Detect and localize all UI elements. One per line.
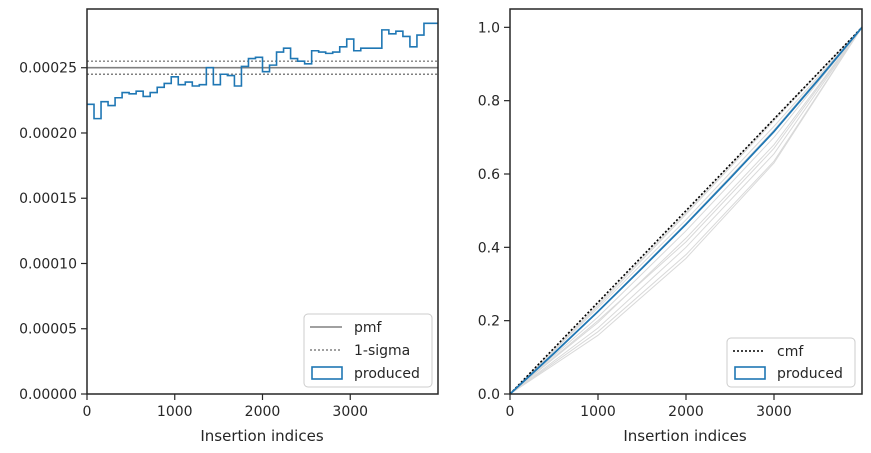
- legend-cmf-label: cmf: [777, 344, 804, 360]
- right-x-tick-label: 2000: [668, 404, 704, 420]
- left-y-tick-label: 0.00010: [19, 256, 77, 272]
- background-curve: [509, 27, 863, 395]
- background-curve: [509, 26, 863, 395]
- left-x-axis-label: Insertion indices: [200, 427, 323, 445]
- left-x-tick-label: 1000: [157, 404, 193, 420]
- right-y-tick-label: 0.4: [478, 240, 500, 256]
- left-y-tick-label: 0.00025: [19, 61, 77, 77]
- left-x-tick-label: 0: [83, 404, 92, 420]
- left-legend: pmf 1-sigma produced: [303, 313, 433, 388]
- background-curve: [509, 26, 863, 395]
- right-y-tick-label: 0.8: [478, 94, 500, 110]
- right-x-axis-label: Insertion indices: [623, 427, 746, 445]
- legend-sigma-label: 1-sigma: [354, 343, 410, 359]
- right-y-tick-label: 0.2: [478, 314, 500, 330]
- background-curve: [509, 27, 863, 395]
- right-axes-frame: [509, 8, 863, 395]
- left-legend-box: [303, 313, 433, 388]
- cmf-line: [509, 26, 863, 395]
- background-curve: [509, 26, 863, 395]
- right-y-tick-label: 1.0: [478, 20, 500, 36]
- left-x-tick-label: 2000: [245, 404, 281, 420]
- background-curve: [509, 27, 863, 395]
- legend-produced-swatch: [311, 366, 343, 380]
- legend-produced-swatch: [734, 366, 766, 380]
- right-y-tick-label: 0.6: [478, 167, 500, 183]
- right-x-tick-label: 1000: [580, 404, 616, 420]
- left-x-tick-label: 3000: [332, 404, 368, 420]
- right-legend: cmf produced: [726, 337, 856, 388]
- left-y-tick-label: 0.00000: [19, 387, 77, 403]
- right-x-tick-label: 0: [506, 404, 515, 420]
- left-axes-frame: [86, 8, 439, 395]
- legend-produced-label: produced: [777, 366, 843, 382]
- left-y-tick-label: 0.00015: [19, 191, 77, 207]
- left-chart: 0 1000 2000 3000 0.00000 0.00005 0.00010 0.0001…: [19, 8, 439, 420]
- left-y-tick-label: 0.00005: [19, 322, 77, 338]
- background-curve: [509, 27, 863, 395]
- right-y-tick-label: 0.0: [478, 387, 500, 403]
- right-chart: 0 1000 2000 3000 0.0 0.2 0.4 0.6 0.8 1.0 cmf produc…: [478, 8, 863, 420]
- background-curve: [509, 27, 863, 395]
- produced-cumulative-line: [509, 26, 863, 395]
- produced-step-line: [87, 22, 438, 120]
- right-x-tick-label: 3000: [756, 404, 792, 420]
- left-y-tick-label: 0.00020: [19, 126, 77, 142]
- legend-produced-label: produced: [354, 366, 420, 382]
- background-curve: [509, 27, 863, 395]
- legend-pmf-label: pmf: [354, 320, 383, 336]
